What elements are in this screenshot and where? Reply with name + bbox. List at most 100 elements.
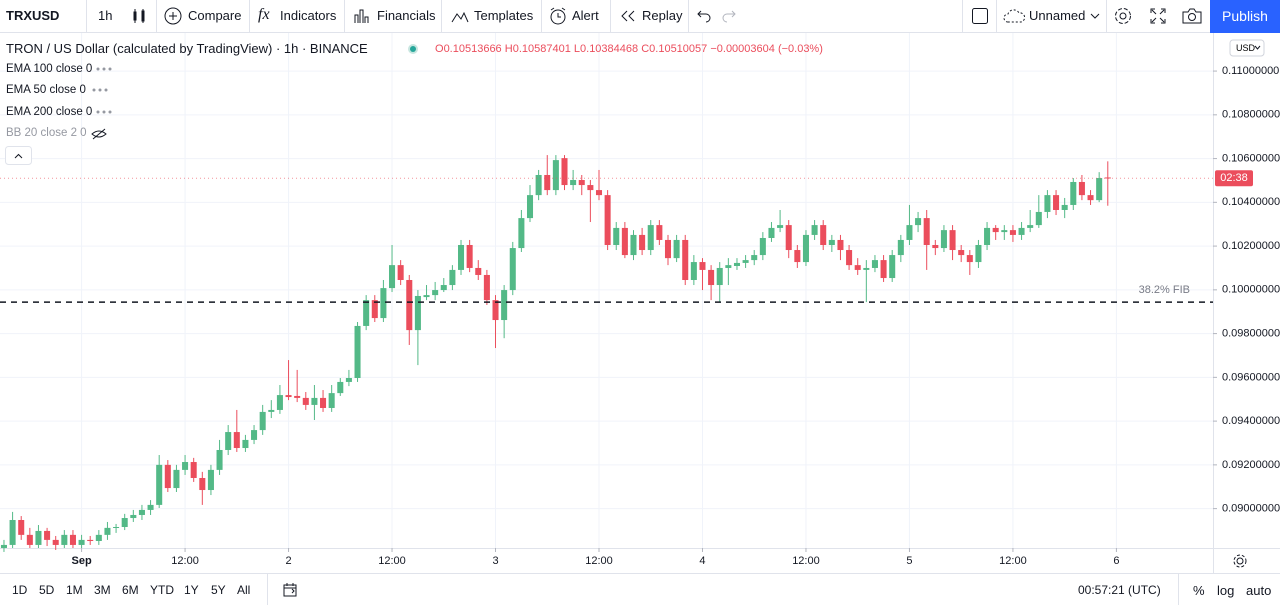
candle-body [18, 519, 25, 535]
candle-body [526, 195, 534, 219]
range-button[interactable]: YTD [150, 583, 174, 597]
indicator[interactable]: BB 20 close 2 0 [6, 127, 87, 139]
candle-body [949, 230, 956, 251]
candle-body [35, 530, 42, 545]
candle-body [285, 395, 292, 398]
range-button[interactable]: 1M [66, 583, 83, 597]
candle-body [501, 290, 508, 321]
cloud-icon[interactable] [1003, 8, 1027, 24]
indicators-button[interactable]: Indicators [280, 8, 337, 23]
templates-icon[interactable] [451, 7, 469, 25]
candle-body [690, 262, 697, 280]
candle-body [26, 534, 33, 545]
range-button[interactable]: 1D [12, 583, 28, 597]
publish-button[interactable]: Publish [1210, 0, 1280, 33]
alert-button[interactable]: Alert [572, 8, 599, 23]
range-button[interactable]: All [237, 583, 251, 597]
candle-body [716, 267, 723, 286]
candle-body [328, 393, 335, 408]
fullscreen-icon[interactable] [1149, 7, 1167, 25]
chart: USD 0.11000000 0.10800000 0.10600000 0.1040… [0, 33, 1280, 573]
candle-body [138, 509, 145, 515]
y-tick-label: 0.09400000 [1222, 415, 1280, 427]
candle-body [613, 227, 620, 245]
range-button[interactable]: 3M [94, 583, 111, 597]
financials-button[interactable]: Financials [377, 8, 436, 23]
candle-body [552, 160, 559, 191]
layout-name[interactable]: Unnamed [1029, 8, 1086, 23]
candle-body [751, 255, 758, 261]
range-button[interactable]: 5Y [211, 583, 226, 597]
candle-body [121, 518, 128, 527]
candle-body [647, 225, 654, 251]
range-button[interactable]: 5D [39, 583, 55, 597]
snapshot-icon[interactable] [1181, 7, 1203, 25]
candle-body [207, 469, 214, 491]
replay-button[interactable]: Replay [642, 8, 683, 23]
candle-body [768, 227, 775, 238]
indicator[interactable]: EMA 200 close 0 [6, 106, 93, 118]
candle-body [363, 300, 370, 326]
candle-body [458, 244, 465, 270]
fib-label: 38.2% FIB [1139, 284, 1190, 296]
candle-body [302, 397, 309, 405]
settings-icon[interactable] [1113, 6, 1133, 26]
candle-body [578, 180, 585, 186]
interval[interactable]: 1h [98, 8, 113, 23]
candle-body [311, 397, 318, 405]
range-button[interactable]: 1Y [184, 583, 199, 597]
toolbar: TRXUSD 1h Compare fx Indicators Financia… [0, 0, 1280, 33]
layout-icon[interactable] [971, 7, 989, 25]
goto-date-icon[interactable] [282, 582, 298, 598]
symbol[interactable]: TRXUSD [6, 8, 60, 23]
percent-toggle[interactable]: % [1193, 583, 1205, 598]
range-button[interactable]: 6M [122, 583, 139, 597]
candle-body [216, 449, 223, 470]
undo-icon[interactable] [696, 8, 712, 24]
x-tick-label: 12:00 [585, 555, 613, 567]
replay-icon[interactable] [619, 8, 637, 24]
candle-body [173, 469, 180, 489]
chevron-icon[interactable] [1089, 11, 1101, 21]
compare-button[interactable]: Compare [188, 8, 242, 23]
financials-icon[interactable] [352, 7, 370, 25]
alert-icon[interactable] [548, 6, 568, 26]
candle-body [811, 225, 818, 235]
candle-body [1087, 195, 1094, 201]
candle-body [1053, 195, 1060, 210]
currency-box[interactable] [1229, 39, 1265, 57]
candle-body [639, 234, 646, 251]
candle-body [725, 265, 732, 268]
ohlc-label: O [435, 43, 444, 55]
collapse-button[interactable] [5, 146, 33, 166]
ohlc-value: 0.10513666 [443, 43, 502, 55]
compare-icon[interactable] [164, 7, 182, 25]
chart-style-icon[interactable] [130, 7, 148, 25]
indicator[interactable]: EMA 50 close 0 [6, 84, 86, 96]
x-tick-label: 2 [285, 555, 291, 567]
candle-body [837, 239, 844, 251]
clock[interactable]: 00:57:21 (UTC) [1078, 583, 1161, 597]
ohlc-label: C [641, 43, 650, 55]
candle-body [69, 534, 76, 545]
indicators-icon[interactable]: fx [258, 6, 270, 23]
candle-body [1035, 211, 1042, 226]
candle-body [958, 250, 965, 256]
templates-button[interactable]: Templates [474, 8, 534, 23]
candle-body [570, 180, 577, 186]
candle-body [251, 430, 258, 440]
candle-body [345, 378, 352, 382]
y-tick-label: 0.10600000 [1222, 152, 1280, 164]
y-tick-label: 0.09800000 [1222, 328, 1280, 340]
candle-body [915, 218, 922, 226]
candle-body [1027, 225, 1034, 228]
redo-icon[interactable] [721, 8, 737, 24]
candle-body [1001, 230, 1008, 233]
log-toggle[interactable]: log [1217, 583, 1235, 598]
indicator[interactable]: EMA 100 close 0 [6, 63, 93, 75]
candle-body [1044, 195, 1051, 212]
gear-icon[interactable] [1233, 554, 1247, 568]
candle-body [699, 262, 706, 270]
auto-toggle[interactable]: auto [1246, 583, 1272, 598]
x-tick-label: Sep [71, 555, 91, 567]
